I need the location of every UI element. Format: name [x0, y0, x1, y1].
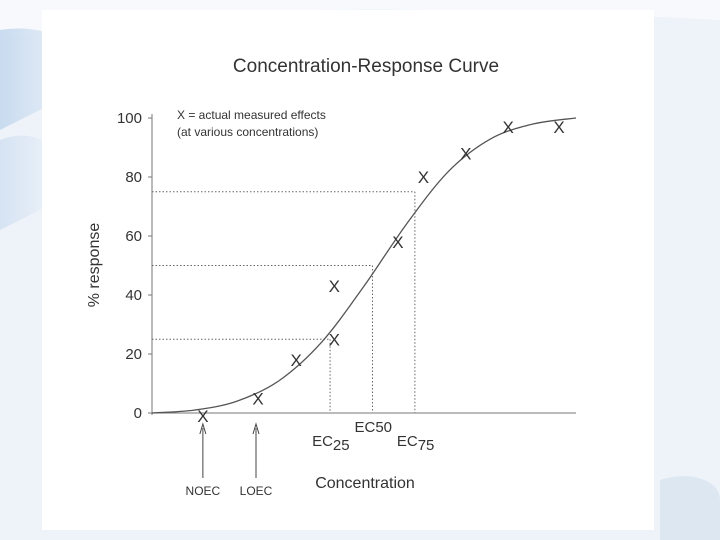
legend-line-2: (at various concentrations)	[177, 125, 318, 139]
measured-point-marker: X	[329, 330, 340, 349]
y-axis: 0 20 40 60 80 100	[117, 110, 153, 422]
measured-points: X X X X X X X X X X	[197, 118, 565, 426]
y-tick-label: 60	[125, 228, 142, 245]
noec-loec-arrows: NOEC LOEC	[186, 422, 273, 498]
measured-point-marker: X	[418, 168, 429, 187]
measured-point-marker: X	[290, 351, 301, 370]
chart-card: Concentration-Response Curve 0 20 40 60 80 10…	[42, 10, 654, 530]
y-tick-label: 80	[125, 169, 142, 186]
concentration-response-chart: Concentration-Response Curve 0 20 40 60 80 10…	[86, 56, 577, 498]
measured-point-marker: X	[329, 277, 340, 296]
y-tick-label: 0	[134, 405, 142, 422]
legend: X = actual measured effects (at various …	[177, 108, 326, 139]
ec-label: EC50	[354, 419, 392, 436]
response-curve	[151, 117, 577, 414]
y-tick-label: 40	[125, 287, 142, 304]
measured-point-marker: X	[252, 389, 263, 408]
arrow-head	[252, 422, 260, 435]
measured-point-marker: X	[553, 118, 564, 137]
legend-line-1: X = actual measured effects	[177, 108, 326, 122]
x-axis-label: Concentration	[315, 475, 415, 492]
y-tick-label: 20	[125, 346, 142, 363]
ec-label: EC75	[397, 433, 435, 454]
ec-label: EC25	[312, 433, 350, 454]
measured-point-marker: X	[197, 407, 208, 426]
y-axis-label: % response	[86, 223, 103, 308]
y-tick-label: 100	[117, 110, 142, 127]
arrow-label: LOEC	[240, 484, 273, 498]
measured-point-marker: X	[502, 118, 513, 137]
arrow-label: NOEC	[186, 484, 221, 498]
arrow-head	[199, 422, 207, 435]
measured-point-marker: X	[460, 144, 471, 163]
chart-title: Concentration-Response Curve	[233, 56, 499, 77]
measured-point-marker: X	[392, 233, 403, 252]
